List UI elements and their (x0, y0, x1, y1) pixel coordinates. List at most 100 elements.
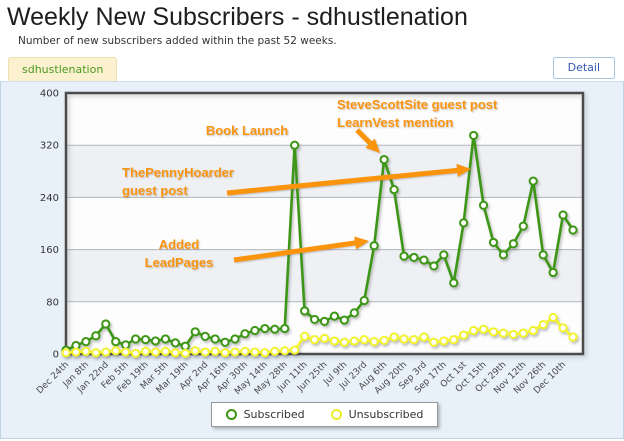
unsubscribed-series (61, 312, 578, 358)
subscribed-series (61, 130, 578, 355)
data-point (130, 334, 141, 344)
data-point (528, 325, 538, 336)
data-point (260, 323, 270, 334)
data-point (230, 347, 240, 357)
data-point (399, 251, 409, 261)
chart-annotation: Added LeadPages (145, 237, 214, 270)
data-point (548, 267, 558, 278)
data-point (449, 278, 459, 288)
data-point (329, 311, 340, 321)
data-point (369, 241, 379, 251)
data-point (389, 332, 399, 342)
data-point (290, 140, 300, 150)
legend-item-subscribed[interactable]: Subscribed (225, 408, 305, 421)
data-point (101, 347, 111, 357)
data-point (339, 315, 349, 325)
data-point (121, 340, 131, 350)
data-point (478, 324, 489, 334)
chart-annotation: SteveScottSite guest post LearnVest menti… (337, 97, 498, 130)
data-point (309, 314, 320, 325)
data-point (468, 130, 479, 141)
data-point (250, 347, 260, 357)
data-point (290, 345, 300, 355)
detail-button[interactable]: Detail (552, 57, 615, 79)
chart-annotation: Book Launch (206, 123, 288, 138)
data-point (538, 320, 548, 330)
legend-label-subscribed: Subscribed (243, 408, 305, 421)
data-point (190, 346, 200, 356)
y-axis-label: 0 (53, 350, 59, 361)
page-subtitle: Number of new subscribers added within t… (18, 35, 337, 47)
data-point (459, 330, 469, 340)
plot-band (66, 197, 583, 250)
data-point (468, 325, 479, 336)
data-point (280, 323, 290, 334)
data-point (459, 218, 469, 228)
data-point (498, 328, 509, 338)
data-point (71, 347, 81, 357)
annotation-arrow (355, 128, 380, 153)
y-axis-label: 80 (46, 297, 59, 308)
data-point (359, 335, 369, 345)
data-point (270, 324, 280, 334)
data-point (349, 336, 359, 346)
plot-band (66, 249, 583, 302)
data-point (280, 346, 290, 356)
data-point (429, 337, 439, 347)
data-point (508, 329, 518, 340)
data-point (210, 346, 220, 356)
data-point (160, 346, 171, 356)
data-point (409, 335, 419, 345)
chart-legend: Subscribed Unsubscribed (66, 402, 583, 427)
data-point (150, 347, 161, 357)
data-point (140, 346, 151, 356)
data-point (160, 334, 171, 344)
data-point (170, 348, 180, 358)
data-point (240, 329, 250, 339)
data-point (359, 295, 369, 306)
data-point (498, 250, 509, 260)
data-point (180, 348, 190, 358)
data-point (121, 347, 131, 357)
data-point (299, 306, 310, 316)
annotation-arrow (226, 163, 471, 196)
plot-band (66, 93, 583, 146)
data-point (180, 341, 190, 351)
data-point (339, 337, 349, 347)
data-point (150, 336, 161, 346)
legend-item-unsubscribed[interactable]: Unsubscribed (330, 408, 423, 421)
data-point (170, 338, 180, 348)
data-point (309, 335, 320, 345)
unsubscribed-marker-icon (330, 409, 342, 420)
subscribed-marker-icon (225, 409, 237, 420)
plot-border (64, 91, 585, 356)
data-point (319, 333, 330, 343)
data-point (558, 210, 568, 220)
y-axis-label: 400 (40, 89, 59, 100)
subscribers-widget: sdhustlenation Detail 0 80 160 240 320 400 Dec… (0, 57, 624, 439)
data-point (538, 250, 548, 260)
annotation-arrow (233, 236, 369, 263)
data-point (389, 184, 399, 195)
legend-box: Subscribed Unsubscribed (210, 402, 439, 427)
data-point (558, 323, 568, 333)
data-point (81, 337, 91, 347)
y-axis-label: 160 (40, 245, 59, 256)
data-point (419, 332, 429, 342)
data-point (240, 346, 250, 356)
data-point (568, 225, 578, 235)
data-point (518, 221, 528, 231)
data-point (449, 335, 459, 345)
data-point (200, 331, 210, 341)
data-point (439, 250, 449, 260)
data-point (329, 336, 340, 346)
data-point (419, 255, 429, 265)
tab-bar: sdhustlenation Detail (0, 57, 624, 81)
data-point (299, 331, 310, 341)
data-point (111, 337, 121, 347)
data-point (488, 327, 499, 337)
tab-sdhustlenation[interactable]: sdhustlenation (8, 57, 118, 81)
data-point (429, 261, 439, 271)
y-axis-label: 320 (40, 141, 59, 152)
